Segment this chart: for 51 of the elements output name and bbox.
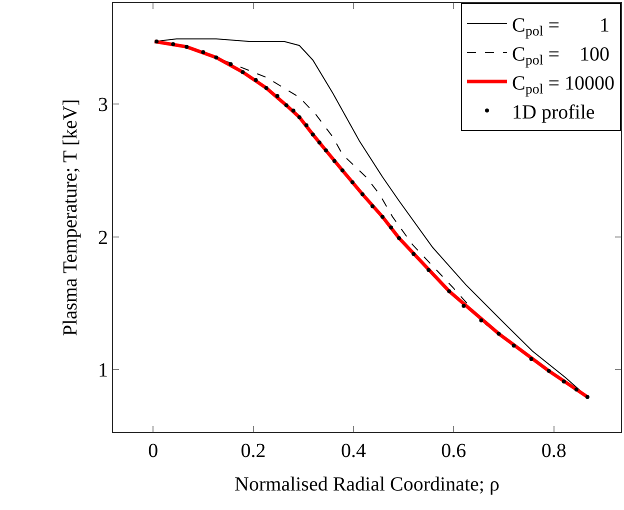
point [275,94,280,98]
point [254,78,258,82]
point [462,304,466,308]
point [310,132,315,136]
x-tick-label: 0.2 [240,440,266,462]
point [585,394,590,399]
point [228,62,233,66]
x-tick-label: 0.6 [441,440,466,462]
point [291,108,296,113]
point [360,192,364,196]
point [412,252,416,256]
point [214,55,218,60]
x-tick-label: 0 [148,440,158,462]
point [397,236,402,240]
legend-label: 1D profile [512,101,595,124]
y-tick-label: 3 [98,94,108,116]
point [562,380,566,384]
point [304,123,308,128]
y-tick-label: 1 [98,360,108,382]
point [332,159,336,164]
point [184,44,189,49]
y-tick-label: 2 [98,226,108,249]
legend-label: C$_{pol}$ = 10000 [512,72,615,98]
point [574,388,578,392]
y-axis-title: Plasma Temperature; T [keV] [60,99,82,336]
point [297,115,302,120]
point [350,180,354,184]
x-tick-label: 0.8 [541,440,566,462]
legend-label: C$_{pol}$ = 1 [512,14,610,40]
x-axis-title: Normalised Radial Coordinate; ρ [234,474,500,496]
point [529,356,534,361]
point [171,42,176,46]
point [324,148,328,152]
point [240,70,245,74]
legend-label: C$_{pol}$ = 100 [512,43,610,68]
point [479,318,484,322]
point [284,103,288,108]
point [154,40,159,44]
point [340,168,344,172]
point [512,344,516,348]
point [426,268,431,272]
point [264,86,268,90]
x-tick-label: 0.4 [340,440,366,462]
point [317,140,322,144]
point [370,204,375,208]
point [496,332,501,336]
point [546,368,551,373]
point [380,214,385,219]
point [389,225,394,230]
point [447,289,452,294]
point [201,50,206,54]
